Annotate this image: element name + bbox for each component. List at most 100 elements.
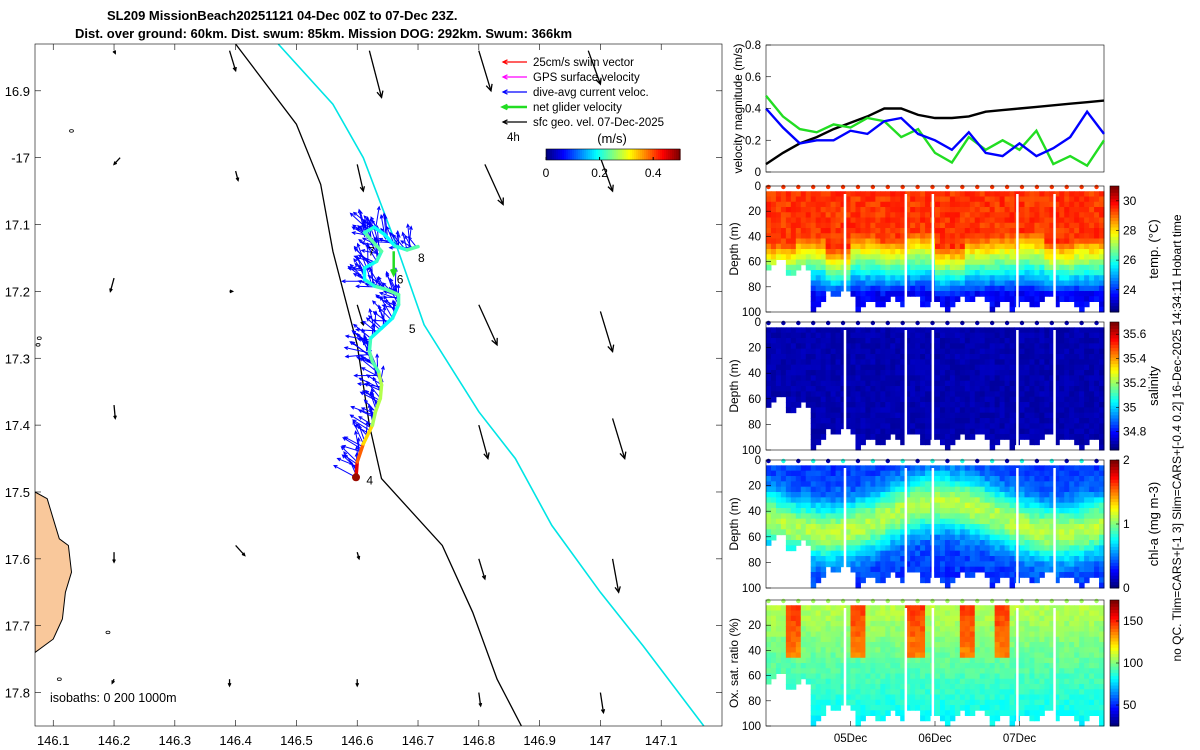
section-cell [895, 254, 901, 260]
section-cell [1049, 338, 1055, 344]
section-cell [815, 259, 822, 266]
section-cell [1054, 486, 1060, 493]
section-cell [920, 476, 926, 482]
section-cell [954, 418, 961, 424]
section-cell [925, 370, 931, 376]
section-cell [1004, 556, 1011, 562]
colorbar-cell [644, 149, 647, 160]
section-cell [766, 201, 772, 208]
section-cell [1054, 402, 1060, 408]
section-cell [1034, 296, 1040, 302]
section-cell [905, 212, 911, 218]
section-cell [905, 327, 911, 334]
section-cell [939, 201, 946, 208]
section-cell [1079, 238, 1085, 245]
section-cell [1089, 386, 1095, 392]
section-cell [1039, 254, 1045, 260]
section-cell [974, 386, 981, 392]
section-cell [890, 243, 896, 250]
section-cell [810, 306, 817, 313]
section-cell [785, 396, 792, 403]
section-cell [835, 412, 842, 419]
section-cell [835, 423, 842, 430]
geo-vector [112, 552, 116, 564]
section-cell [910, 566, 916, 573]
section-cell [875, 492, 881, 498]
section-cell [939, 280, 946, 287]
section-cell [1054, 428, 1060, 435]
section-cell [795, 207, 802, 213]
section-cell [880, 497, 886, 504]
section-cell [944, 476, 951, 482]
section-cell [1004, 402, 1011, 408]
section-cell [974, 228, 981, 234]
section-cell [1089, 212, 1095, 218]
section-cell [890, 428, 896, 435]
section-cell [915, 492, 921, 498]
section-cell [840, 217, 847, 224]
section-cell [900, 572, 906, 578]
section-cell [1054, 228, 1060, 234]
section-cell [1024, 296, 1030, 302]
section-cell [910, 402, 916, 408]
section-cell [820, 428, 827, 435]
section-cell [1099, 264, 1105, 271]
legend-entry: net glider velocity [533, 102, 622, 114]
section-cell [810, 540, 817, 546]
section-cell [949, 354, 956, 360]
section-cell [790, 615, 797, 622]
section-cell [840, 327, 847, 334]
section-cell [1079, 196, 1085, 203]
section-cell [885, 191, 891, 197]
section-cell [1034, 492, 1040, 498]
section-cell [1029, 285, 1035, 292]
section-cell [815, 497, 822, 504]
section-cell [830, 249, 837, 255]
section-cell [979, 402, 986, 408]
section-cell [1084, 301, 1090, 308]
section-cell [1099, 545, 1105, 552]
section-cell [979, 513, 986, 520]
section-cell [885, 332, 891, 339]
section-cell [910, 285, 916, 292]
section-cell [915, 338, 921, 344]
section-cell [1034, 534, 1040, 541]
section-cell [1019, 540, 1025, 546]
section-cell [850, 518, 856, 525]
section-cell [1029, 518, 1035, 525]
section-cell [939, 561, 946, 568]
section-cell [1069, 470, 1075, 477]
section-cell [1084, 577, 1090, 584]
section-cell [865, 423, 871, 430]
section-cell [999, 550, 1006, 557]
section-cell [905, 332, 911, 339]
section-cell [885, 259, 891, 266]
section-cell [1034, 249, 1040, 255]
section-cell [780, 492, 787, 498]
section-cell [875, 540, 881, 546]
section-cell [1024, 364, 1030, 371]
section-cell [1009, 243, 1016, 250]
section-cell [1049, 327, 1055, 334]
section-cell [855, 518, 861, 525]
section-cell [935, 270, 941, 276]
section-cell [775, 254, 782, 260]
section-cell [780, 249, 787, 255]
section-cell [900, 191, 906, 197]
section-cell [949, 270, 956, 276]
section-cell [1034, 212, 1040, 218]
section-colorbar-cell [1110, 322, 1119, 326]
section-cell [810, 439, 817, 446]
section-cell [1054, 550, 1060, 557]
section-colorbar-cell [1110, 308, 1119, 313]
section-cell [1029, 249, 1035, 255]
surface-dot [796, 598, 801, 604]
section-cell [989, 545, 996, 552]
section-cell [1074, 561, 1080, 568]
section-cell [880, 370, 886, 376]
chlorophyll-section-frame [765, 459, 1105, 589]
section-cell [979, 407, 986, 414]
section-cell [974, 529, 981, 536]
section-cell [890, 486, 896, 493]
section-cell [855, 386, 861, 392]
